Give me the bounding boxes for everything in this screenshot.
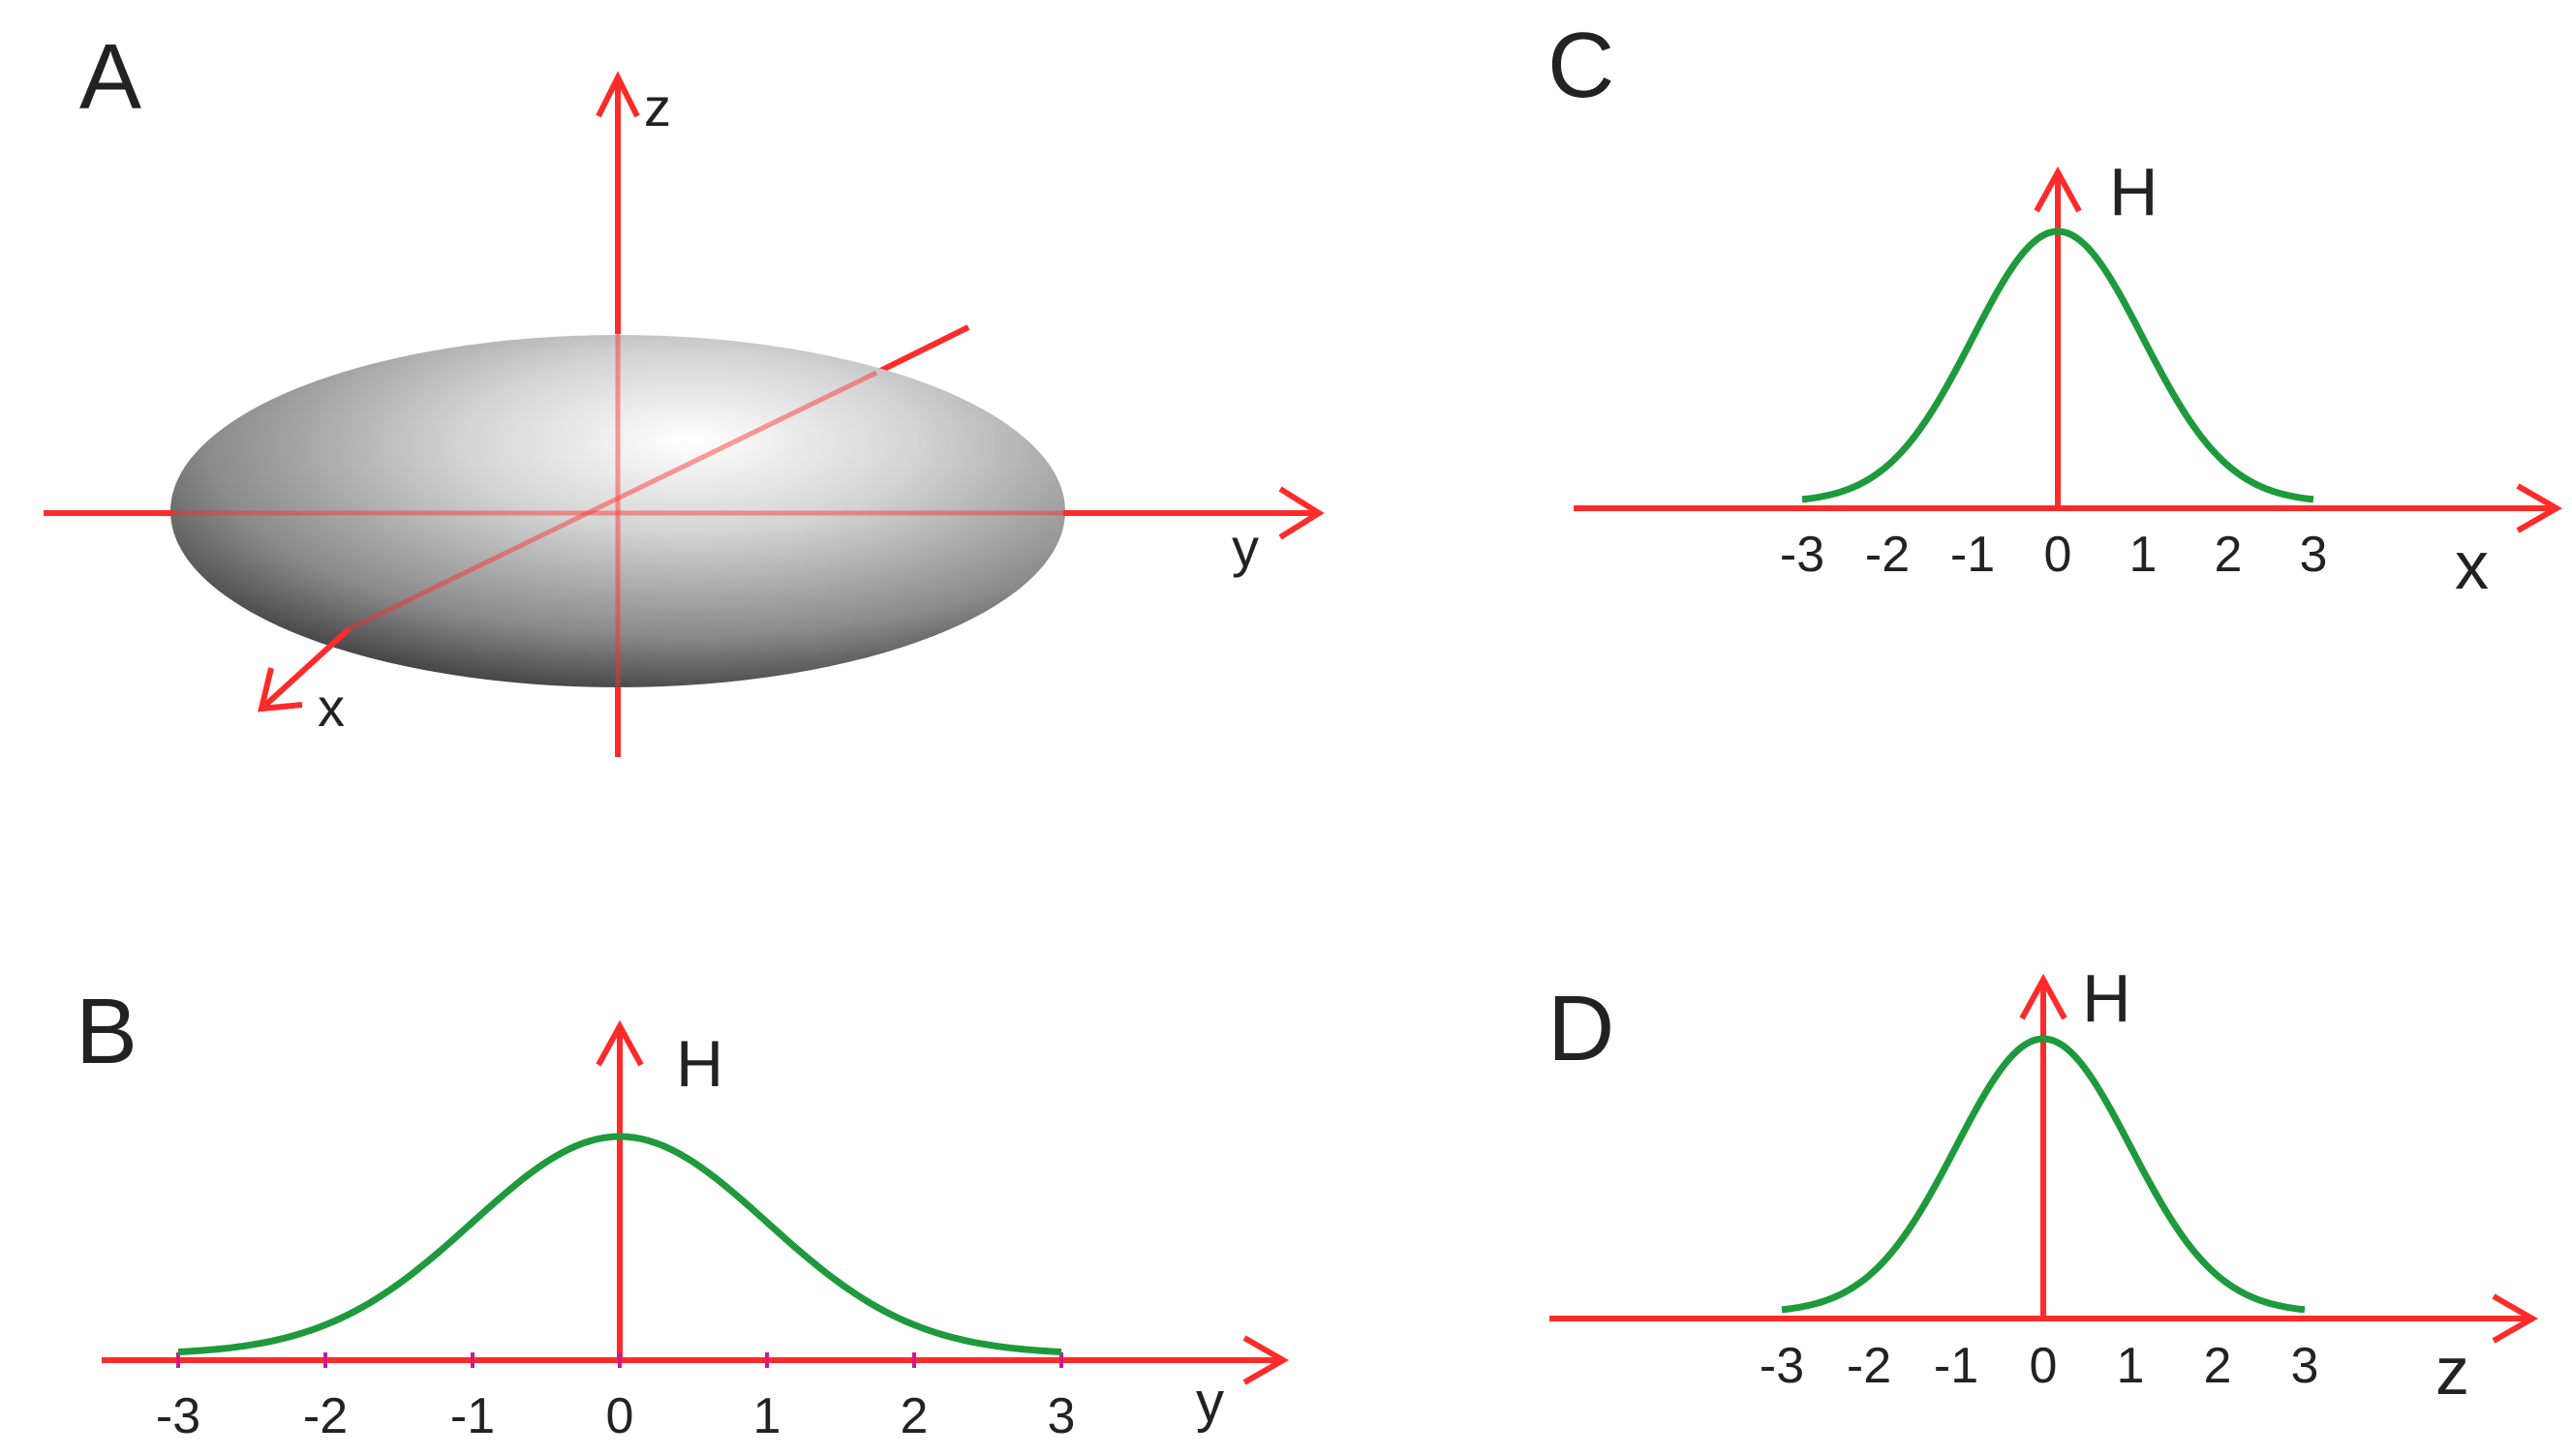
panel-b-tick-label: -3 — [156, 1388, 200, 1444]
panel-d-axis-arrowhead — [2492, 1293, 2539, 1344]
y-axis-label: y — [1232, 517, 1259, 578]
panel-c-letter: C — [1547, 14, 1614, 117]
panel-b: B H y -3 -2 -1 0 1 2 3 — [76, 980, 1290, 1444]
panel-d-gaussian-curve — [1781, 1035, 2306, 1314]
x-axis — [259, 626, 352, 712]
panel-b-letter: B — [76, 980, 138, 1083]
z-axis-label: z — [644, 76, 671, 137]
panel-d-tick-label: 1 — [2117, 1338, 2145, 1394]
x-axis-label: x — [318, 677, 345, 738]
panel-c-tick-label: -2 — [1865, 527, 1910, 583]
panel-c-axis-arrowhead — [2516, 483, 2563, 533]
panel-b-h-label: H — [676, 1027, 723, 1101]
z-axis-arrowhead — [596, 71, 640, 118]
panel-c-ticks: -3 -2 -1 0 1 2 3 — [1780, 527, 2328, 583]
panel-c-tick-label: -1 — [1950, 527, 1995, 583]
panel-a-letter: A — [79, 25, 141, 129]
panel-b-tick-label: -1 — [450, 1388, 495, 1444]
panel-d-tick-label: 2 — [2204, 1338, 2232, 1394]
panel-d: D H z -3 -2 -1 0 1 2 3 — [1547, 960, 2539, 1409]
panel-b-tick-label: 0 — [606, 1388, 634, 1444]
panel-d-axis-label: z — [2435, 1333, 2469, 1409]
panel-b-axis-arrowhead — [1242, 1335, 1290, 1385]
x-axis-arrowhead — [258, 667, 303, 713]
panel-d-letter: D — [1547, 977, 1614, 1080]
panel-b-ticks: -3 -2 -1 0 1 2 3 — [156, 1352, 1076, 1444]
panel-c-axis-label: x — [2455, 528, 2489, 603]
panel-c-tick-label: -3 — [1780, 527, 1824, 583]
panel-b-gaussian-curve — [177, 1133, 1062, 1355]
panel-d-tick-label: -2 — [1847, 1338, 1891, 1394]
y-axis-arrowhead — [1278, 486, 1325, 540]
panel-b-tick-label: 1 — [753, 1388, 781, 1444]
panel-d-tick-label: -1 — [1934, 1338, 1978, 1394]
panel-c-tick-label: 3 — [2300, 527, 2328, 583]
panel-c-h-arrowhead — [2034, 166, 2082, 213]
panel-d-tick-label: 0 — [2030, 1338, 2058, 1394]
panel-b-h-arrowhead — [596, 1019, 644, 1067]
panel-c-tick-label: 0 — [2044, 527, 2072, 583]
panel-d-h-arrowhead — [2019, 973, 2067, 1020]
x-axis-back-segment — [874, 324, 970, 376]
panel-c-tick-label: 2 — [2215, 527, 2243, 583]
panel-c: C H x -3 -2 -1 0 1 2 3 — [1547, 14, 2563, 603]
panel-c-gaussian-curve — [1801, 228, 2314, 503]
panel-a: A z y x — [44, 25, 1325, 757]
x-axis-inner — [347, 370, 878, 632]
panel-d-ticks: -3 -2 -1 0 1 2 3 — [1760, 1338, 2319, 1394]
panel-c-h-label: H — [2109, 154, 2159, 229]
panel-b-axis-label: y — [1196, 1371, 1224, 1434]
panel-b-tick-label: 3 — [1048, 1388, 1076, 1444]
panel-c-tick-label: 1 — [2129, 527, 2158, 583]
panel-b-tick-label: 2 — [901, 1388, 929, 1444]
panel-b-tick-label: -2 — [303, 1388, 348, 1444]
ellipsoid — [170, 335, 1065, 687]
panel-d-tick-label: 3 — [2291, 1338, 2319, 1394]
panel-d-tick-label: -3 — [1760, 1338, 1804, 1394]
panel-d-h-label: H — [2082, 960, 2131, 1036]
